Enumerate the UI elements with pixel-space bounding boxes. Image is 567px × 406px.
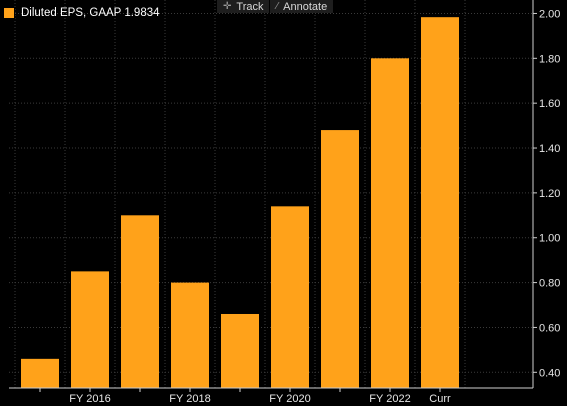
track-button[interactable]: ✛ Track [217, 0, 269, 13]
pencil-icon: ⁄ [276, 1, 279, 12]
bar-fy-2022 [371, 58, 409, 389]
x-tick-label: Curr [429, 393, 451, 405]
y-tick-label: 0.40 [539, 367, 560, 379]
bar-fy-2018 [171, 282, 209, 388]
y-tick-label: 1.80 [539, 53, 560, 65]
y-tick-label: 0.60 [539, 322, 560, 334]
bar-fy-2016 [71, 271, 109, 388]
x-tick-label: FY 2020 [269, 393, 310, 405]
y-tick-label: 1.40 [539, 143, 560, 155]
legend: Diluted EPS, GAAP 1.9834 [3, 4, 160, 22]
crosshair-icon: ✛ [223, 1, 232, 12]
annotate-label: Annotate [283, 0, 328, 13]
x-tick-label: FY 2016 [69, 393, 110, 405]
bar-fy-2017 [121, 215, 159, 388]
chart-toolbar: ✛ Track ⁄ Annotate [217, 0, 334, 13]
y-tick-label: 2.00 [539, 8, 560, 20]
annotate-button[interactable]: ⁄ Annotate [269, 0, 333, 13]
bar-fy-2020 [271, 206, 309, 388]
y-tick-label: 1.60 [539, 98, 560, 110]
y-tick-label: 1.20 [539, 188, 560, 200]
legend-label: Diluted EPS, GAAP 1.9834 [21, 7, 160, 19]
axes: 0.40 0.60 0.80 1.00 1.20 1.40 1.60 1.80 2.00 FY 2… [9, 0, 560, 405]
x-tick-label: FY 2022 [369, 393, 410, 405]
bar-fy-2015 [21, 358, 59, 388]
bar-curr [421, 17, 459, 388]
y-tick-label: 0.80 [539, 278, 560, 290]
x-tick-label: FY 2018 [169, 393, 210, 405]
bar-fy-2021 [321, 130, 359, 388]
track-label: Track [236, 0, 264, 13]
bars [21, 17, 459, 389]
legend-swatch [3, 7, 15, 19]
y-tick-label: 1.00 [539, 233, 560, 245]
bar-fy-2019 [221, 313, 259, 388]
